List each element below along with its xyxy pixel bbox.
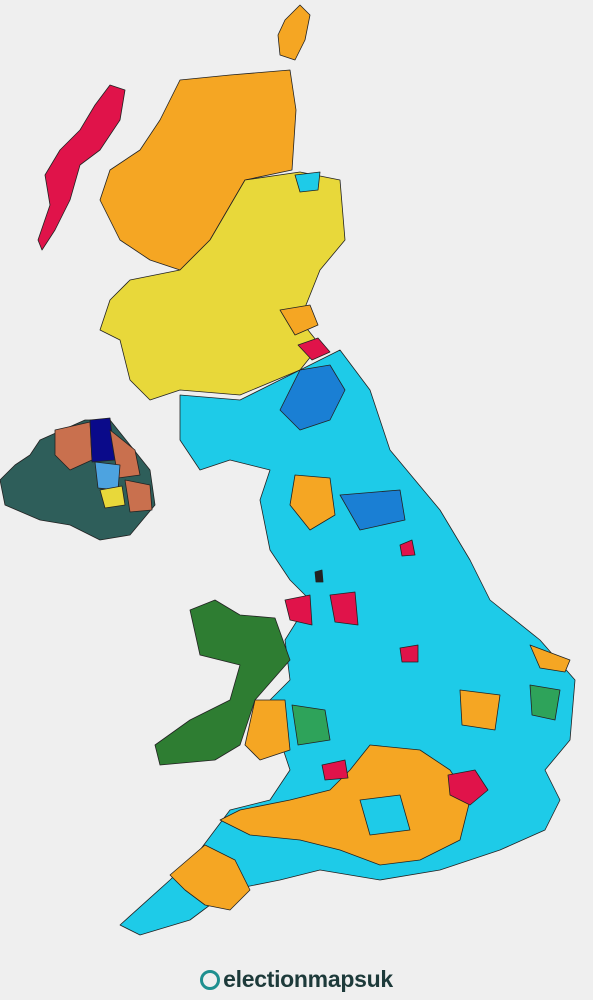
region <box>37 84 126 251</box>
region <box>154 599 291 766</box>
logo: electionmapsuk <box>0 966 593 993</box>
region <box>279 304 319 336</box>
region <box>459 689 501 731</box>
region <box>279 364 346 431</box>
region <box>244 699 291 761</box>
region <box>529 644 571 673</box>
uk-map <box>0 4 576 936</box>
region <box>169 844 251 911</box>
region <box>339 489 406 531</box>
region <box>329 591 359 626</box>
region <box>277 4 311 61</box>
region <box>399 539 416 557</box>
region <box>399 644 419 663</box>
region <box>359 794 411 836</box>
region <box>447 769 489 806</box>
region <box>529 684 561 721</box>
region <box>54 421 93 471</box>
region <box>321 759 349 781</box>
region <box>314 569 324 583</box>
region <box>94 461 121 491</box>
region <box>99 171 346 401</box>
region <box>297 337 331 361</box>
region <box>284 594 313 626</box>
region <box>291 704 331 746</box>
region <box>294 171 321 193</box>
region <box>99 485 126 509</box>
logo-icon <box>200 970 221 990</box>
region <box>289 474 336 531</box>
region <box>124 479 153 513</box>
logo-text: electionmapsuk <box>223 966 393 992</box>
